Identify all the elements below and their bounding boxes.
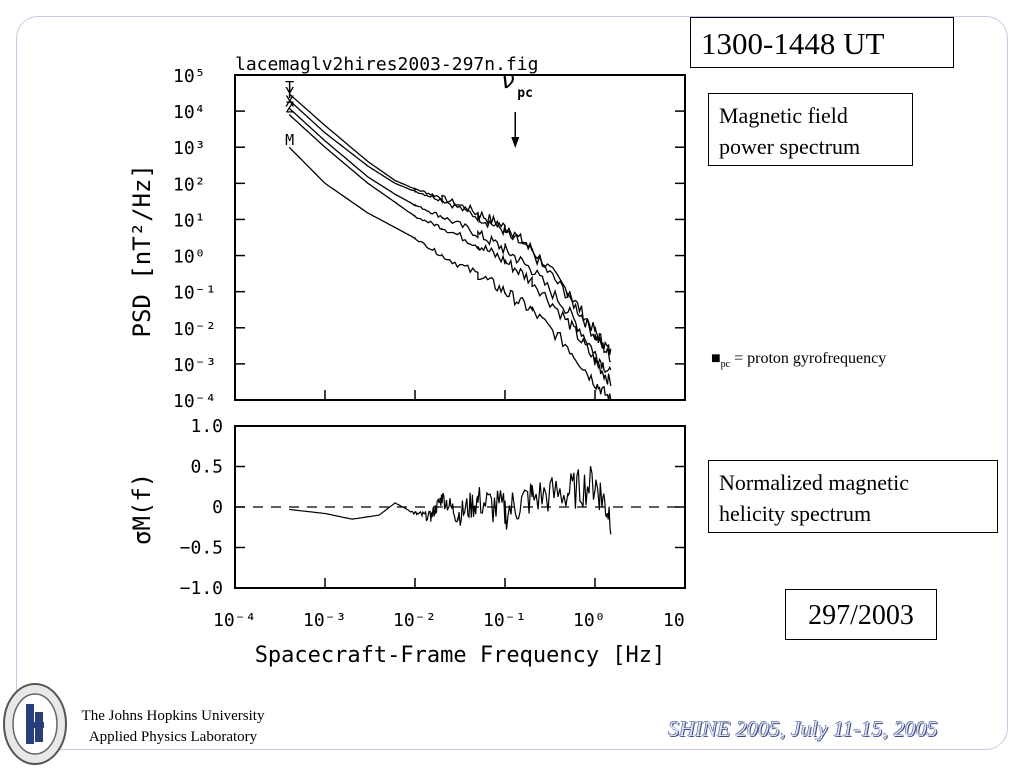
psd-description-line1: Magnetic field [719, 103, 848, 128]
x-tick-label: 10⁻² [393, 610, 436, 631]
psd-series-y [288, 99, 612, 363]
annotation-nu: ν [501, 66, 514, 94]
gyro-note-subscript: pc [720, 359, 731, 371]
helicity-description-line1: Normalized magnetic [719, 470, 909, 495]
psd-series-m [288, 146, 612, 401]
gyrofrequency-note: ■pc = proton gyrofrequency [711, 350, 886, 370]
x-tick-label: 10⁰ [573, 610, 606, 631]
series-label-t: T [285, 78, 294, 96]
psd-plot-frame [234, 74, 686, 401]
time-range-box: 1300-1448 UT [690, 17, 954, 68]
y-tick-label: 10⁻¹ [173, 283, 216, 304]
helicity-plot: 10⁻⁴ 10⁻³ 10⁻² 10⁻¹ 10⁰ 10 1.0 0.5 0 −0.5 −1.0 [180, 416, 686, 631]
y-tick-label: 0 [212, 497, 223, 518]
date-box: 297/2003 [785, 589, 937, 640]
gyro-note-text: = proton gyrofrequency [730, 350, 887, 367]
university-seal-logo [3, 683, 67, 765]
psd-plot: 10⁵ 10⁴ 10³ 10² 10¹ 10⁰ 10⁻¹ 10⁻² 10⁻³ 10⁻⁴ TYXZMν… [173, 66, 686, 412]
time-range-label: 1300-1448 UT [701, 26, 885, 61]
helicity-series [289, 465, 612, 535]
psd-series-z [288, 114, 612, 387]
x-tick-label: 10⁻³ [303, 610, 346, 631]
series-label-y: Y [285, 84, 294, 102]
psd-series-x [288, 107, 612, 374]
y-tick-label: 10⁵ [173, 66, 206, 87]
y-tick-label: 10³ [173, 138, 206, 159]
y-tick-label: 0.5 [190, 457, 223, 478]
y-tick-label: −1.0 [180, 578, 223, 599]
institution-line2: Applied Physics Laboratory [88, 729, 258, 745]
y-tick-label: 10⁴ [173, 102, 206, 123]
annotation-arrowhead [511, 137, 520, 148]
psd-y-axis-label: PSD [nT²/Hz] [128, 164, 156, 337]
conference-footer: SHINE 2005, July 11-15, 2005 [668, 716, 938, 741]
y-tick-label: 10² [173, 174, 206, 195]
y-tick-label: 10⁻³ [173, 355, 216, 376]
x-axis-label: Spacecraft-Frame Frequency [Hz] [255, 643, 666, 668]
psd-series-t [288, 93, 612, 356]
date-label: 297/2003 [808, 600, 914, 631]
helicity-description-box: Normalized magnetic helicity spectrum [708, 460, 998, 533]
y-tick-label: 10⁻² [173, 319, 216, 340]
helicity-description-line2: helicity spectrum [719, 501, 872, 526]
y-tick-label: 10⁰ [173, 247, 206, 268]
y-tick-label: 10⁻⁴ [173, 391, 216, 412]
series-label-x: X [285, 92, 294, 110]
annotation-nu-subscript: pc [517, 86, 533, 101]
institution-line1: The Johns Hopkins University [81, 708, 265, 724]
psd-description-line2: power spectrum [719, 134, 861, 159]
y-tick-label: 10¹ [173, 210, 206, 231]
y-tick-label: −0.5 [180, 538, 223, 559]
series-label-z: Z [285, 99, 294, 117]
y-tick-label: 1.0 [190, 416, 223, 437]
x-tick-label: 10⁻⁴ [213, 610, 256, 631]
psd-plot-title: lacemaglv2hires2003-297n.fig [235, 54, 538, 75]
helicity-y-axis-label: σM(f) [128, 473, 156, 545]
x-tick-label: 10 [663, 610, 685, 631]
psd-description-box: Magnetic field power spectrum [708, 93, 913, 166]
x-tick-label: 10⁻¹ [483, 610, 526, 631]
institution-name: The Johns Hopkins University Applied Phy… [68, 706, 278, 748]
figure-labels: lacemaglv2hires2003-297n.fig PSD [nT²/Hz]… [128, 54, 665, 668]
series-label-m: M [285, 131, 294, 149]
square-bullet-icon: ■ [711, 350, 721, 367]
